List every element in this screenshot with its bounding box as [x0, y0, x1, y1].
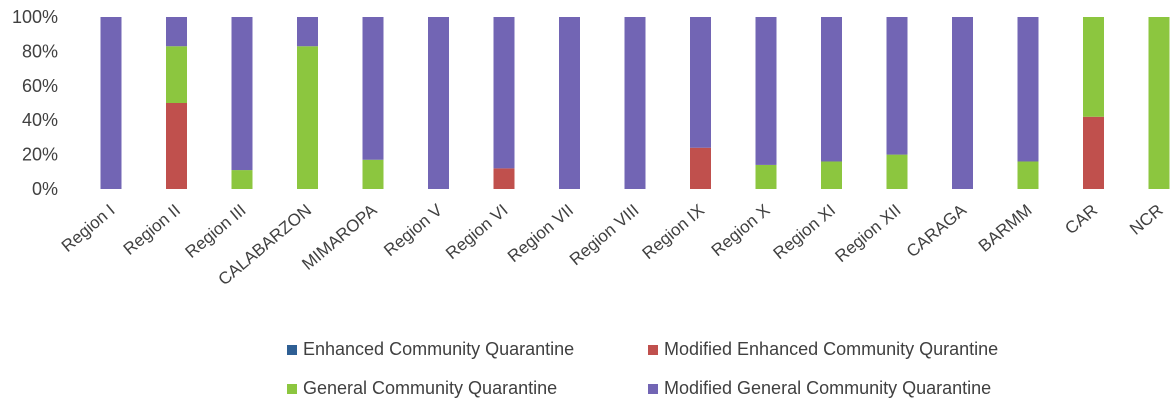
bar-segment — [1017, 161, 1039, 189]
x-tick-label: Region XII — [832, 201, 905, 267]
legend-swatch-mecq — [648, 344, 658, 355]
legend-swatch-ecq — [287, 344, 297, 355]
x-tick-label: Region VI — [442, 201, 511, 264]
bar-segment — [231, 170, 253, 189]
bar-segment — [1083, 116, 1104, 189]
y-tick-label: 40% — [22, 110, 58, 130]
x-tick-label: Region XI — [770, 201, 839, 264]
legend-swatch-mgcq — [648, 383, 658, 394]
x-tick-label: Region X — [708, 201, 774, 261]
bar-segment — [362, 159, 384, 189]
legend: Enhanced Community Quarantine Modified E… — [0, 333, 1170, 403]
stacked-bar-chart: 0% 20% 40% 60% 80% 100% Region I Region II Regio… — [12, 7, 1170, 289]
bar-segment — [297, 46, 318, 189]
bar-segment — [166, 46, 187, 103]
legend-item-gcq: General Community Quarantine — [287, 378, 557, 399]
legend-item-mgcq: Modified General Community Quarantine — [648, 378, 991, 399]
x-tick-label: Region I — [58, 201, 119, 256]
bar-segment — [952, 17, 973, 189]
bar-segment — [493, 168, 515, 189]
bar-segment — [624, 17, 646, 189]
bar-segment — [821, 161, 842, 189]
y-tick-label: 0% — [32, 179, 58, 199]
bar-segment — [755, 164, 777, 189]
bar-segment — [100, 17, 122, 189]
bar-segment — [1083, 17, 1104, 117]
bar-segment — [1148, 17, 1170, 189]
x-tick-label: NCR — [1126, 201, 1166, 239]
bar-segment — [755, 17, 777, 165]
legend-label-mgcq: Modified General Community Quarantine — [664, 378, 992, 398]
bar-segment — [428, 17, 449, 189]
legend-label-ecq: Enhanced Community Quarantine — [303, 339, 575, 359]
bar-segment — [1017, 17, 1039, 162]
legend-label-gcq: General Community Quarantine — [303, 378, 558, 398]
y-tick-label: 100% — [12, 7, 58, 27]
bar-segment — [362, 17, 384, 160]
legend-swatch-gcq — [287, 383, 297, 394]
x-tick-label: Region II — [120, 201, 184, 259]
x-tick-label: Region V — [380, 200, 446, 260]
bar-segment — [559, 17, 580, 189]
bar-segment — [231, 17, 253, 171]
x-tick-label: Region IX — [639, 201, 708, 264]
bar-segment — [690, 17, 711, 148]
x-tick-label: CARAGA — [903, 200, 971, 261]
x-tick-label: Region VIII — [566, 201, 643, 270]
bar-segment — [886, 17, 908, 155]
legend-item-mecq: Modified Enhanced Community Qurantine — [648, 339, 998, 360]
y-tick-label: 20% — [22, 145, 58, 165]
legend-label-mecq: Modified Enhanced Community Qurantine — [664, 339, 999, 359]
bar-segment — [166, 103, 187, 189]
bar-segment — [821, 17, 842, 162]
bar-segment — [886, 154, 908, 189]
y-tick-label: 80% — [22, 41, 58, 61]
x-tick-label: CAR — [1061, 201, 1101, 239]
bar-segment — [690, 147, 711, 189]
bar-segment — [297, 17, 318, 47]
legend-item-ecq: Enhanced Community Quarantine — [287, 339, 574, 360]
x-tick-label: BARMM — [975, 201, 1036, 256]
y-tick-label: 60% — [22, 76, 58, 96]
bar-segment — [166, 17, 187, 47]
bar-segment — [493, 17, 515, 169]
